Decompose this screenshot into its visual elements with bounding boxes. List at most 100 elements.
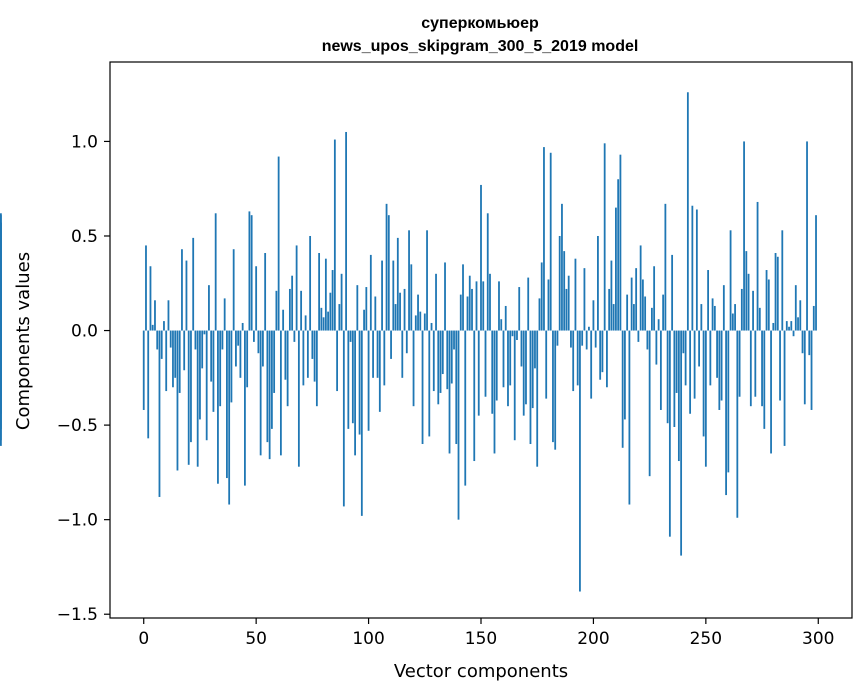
bar-286	[785, 321, 788, 331]
bar-271	[752, 290, 754, 331]
bar-101	[369, 254, 372, 331]
bar-284	[781, 230, 784, 331]
y-tick-label: −1.5	[57, 605, 98, 625]
bar-296	[808, 330, 811, 356]
bar-81	[324, 258, 327, 331]
bar-184	[556, 330, 559, 346]
bar-158	[498, 281, 500, 331]
bar-257	[720, 330, 723, 401]
bar-268	[745, 251, 748, 331]
bar-214	[624, 330, 626, 420]
bar-74	[309, 235, 312, 331]
bar-121	[414, 315, 417, 331]
bar-undefined	[0, 330, 2, 446]
bar-30	[210, 330, 213, 382]
bar-65	[288, 288, 291, 331]
bar-285	[783, 330, 786, 446]
bar-46	[246, 330, 249, 388]
bar-282	[776, 256, 779, 331]
bar-63	[284, 330, 287, 380]
bar-137	[450, 330, 453, 384]
bar-56	[268, 330, 271, 460]
bar-75	[311, 330, 314, 359]
bar-14	[174, 330, 177, 378]
bar-249	[702, 330, 705, 437]
bar-299	[815, 215, 817, 331]
bar-256	[718, 330, 721, 410]
bar-183	[554, 330, 557, 450]
bar-230	[659, 330, 662, 410]
bar-206	[606, 330, 608, 388]
bar-58	[273, 330, 276, 393]
bar-71	[302, 330, 305, 386]
bar-42	[237, 330, 240, 346]
bar-262	[731, 313, 734, 331]
x-tick-label: 300	[802, 629, 834, 649]
bar-93	[351, 330, 354, 424]
bar-undefined	[0, 222, 2, 331]
y-tick-label: 1.0	[71, 132, 98, 152]
bar-293	[801, 330, 804, 354]
bar-160	[502, 330, 505, 388]
bar-70	[300, 290, 303, 331]
bar-19	[185, 260, 188, 331]
bar-166	[516, 330, 518, 340]
bar-253	[711, 298, 714, 331]
bar-8	[160, 330, 163, 359]
bar-96	[358, 330, 361, 435]
bar-162	[507, 330, 509, 407]
bar-185	[558, 235, 561, 331]
bar-259	[725, 330, 727, 496]
bar-232	[664, 203, 667, 331]
bar-240	[682, 330, 685, 354]
bar-219	[635, 268, 638, 331]
bar-84	[331, 270, 334, 331]
bar-244	[691, 205, 694, 331]
bar-68	[295, 245, 298, 331]
bar-168	[520, 330, 523, 367]
x-tick-label: 200	[577, 629, 609, 649]
bar-288	[790, 321, 793, 331]
bar-7	[158, 330, 161, 497]
bar-169	[522, 330, 525, 416]
bar-102	[372, 330, 374, 378]
bar-97	[360, 330, 363, 516]
bar-174	[534, 330, 536, 369]
bar-31	[212, 330, 215, 412]
bar-171	[527, 277, 530, 331]
bar-series	[0, 92, 817, 592]
bar-177	[540, 262, 543, 331]
bar-250	[704, 330, 707, 467]
bar-245	[693, 330, 696, 399]
bar-37	[226, 330, 228, 479]
bar-190	[570, 330, 572, 348]
bar-16	[178, 330, 181, 393]
bar-269	[747, 273, 750, 331]
bar-140	[457, 330, 460, 520]
bar-10	[165, 330, 168, 392]
x-tick-label: 0	[138, 629, 149, 649]
bar-80	[322, 317, 325, 331]
bar-210	[615, 207, 617, 331]
bar-226	[650, 307, 653, 331]
bar-undefined	[0, 330, 2, 350]
x-axis-ticks: 0 50 100 150 200 250 300	[138, 618, 834, 649]
bar-138	[453, 330, 455, 350]
bar-94	[354, 330, 356, 456]
bar-105	[378, 330, 381, 412]
bar-20	[187, 330, 190, 465]
bar-149	[477, 330, 480, 416]
bar-131	[437, 330, 440, 405]
bar-5	[154, 300, 156, 331]
bar-273	[756, 201, 759, 331]
bar-95	[356, 285, 359, 331]
bar-82	[327, 311, 329, 331]
bar-263	[734, 304, 736, 331]
bar-274	[758, 307, 761, 331]
bar-108	[385, 203, 388, 331]
bar-29	[208, 285, 210, 331]
bar-142	[462, 264, 464, 331]
bar-28	[205, 330, 208, 441]
bar-88	[340, 273, 343, 331]
bar-60	[277, 156, 280, 331]
